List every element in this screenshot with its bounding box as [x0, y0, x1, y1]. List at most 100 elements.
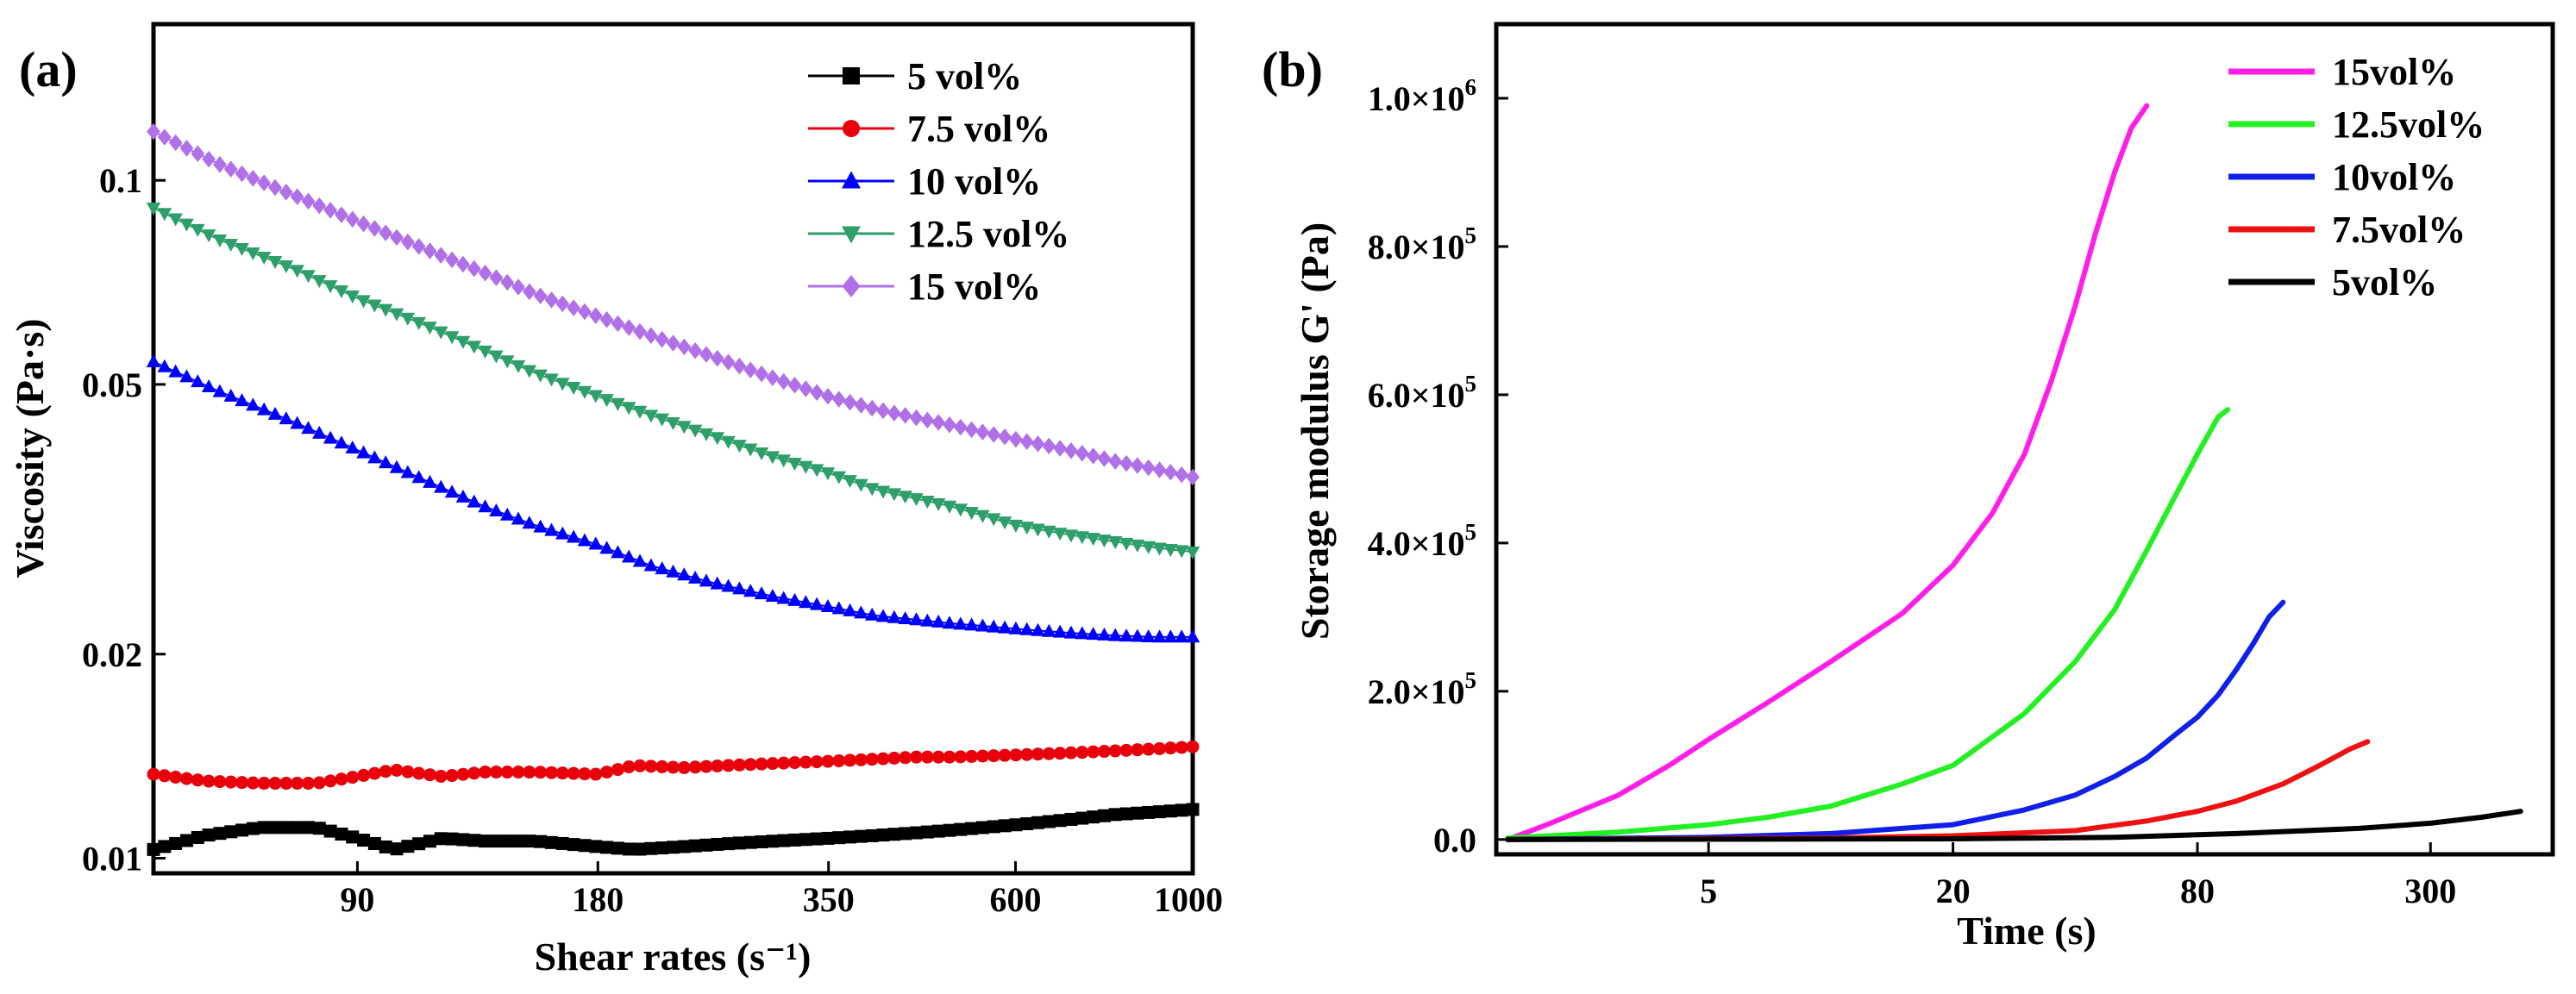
marker-15-vol: [400, 233, 415, 251]
marker-7-5-vol: [843, 753, 857, 767]
marker-10-vol: [544, 522, 559, 536]
marker-15-vol: [943, 416, 956, 434]
marker-15-vol: [622, 319, 636, 336]
marker-5-vol: [1031, 816, 1045, 829]
marker-7-5-vol: [876, 752, 890, 766]
marker-10-vol: [1019, 622, 1034, 635]
series-7-5-vol: [147, 740, 1200, 791]
marker-5-vol: [1087, 810, 1100, 824]
marker-12-5-vol: [1019, 522, 1034, 535]
panel-a-x-tick-label: 600: [990, 880, 1042, 919]
marker-12-5-vol: [555, 378, 570, 391]
marker-15-vol: [1053, 440, 1068, 457]
marker-10-vol: [212, 384, 228, 397]
marker-5-vol: [600, 841, 614, 854]
marker-5-vol: [511, 835, 525, 848]
legend-item-10vol: 10vol%: [2228, 156, 2456, 198]
marker-12-5-vol: [411, 316, 426, 330]
marker-15-vol: [699, 346, 713, 363]
marker-12-5-vol: [367, 299, 382, 313]
panel-a-legend: 5 vol% 7.5 vol% 10 vol% 12.5 vol% 15 vol%: [808, 55, 1069, 308]
marker-15-vol: [235, 165, 249, 183]
marker-7-5-vol: [357, 768, 371, 782]
marker-15-vol: [445, 251, 459, 269]
marker-5-vol: [169, 836, 183, 850]
marker-5-vol: [367, 837, 381, 851]
marker-7-5-vol: [910, 750, 924, 764]
marker-10-vol: [1097, 627, 1112, 641]
marker-15-vol: [157, 128, 172, 146]
marker-7-5-vol: [445, 769, 459, 783]
marker-5-vol: [920, 825, 934, 839]
marker-12-5-vol: [267, 256, 283, 270]
marker-5-vol: [943, 823, 956, 837]
marker-7-5-vol: [291, 777, 304, 791]
panel-a-x-axis-label: Shear rates (s⁻¹): [535, 935, 812, 978]
marker-12-5-vol: [246, 247, 260, 261]
marker-12-5-vol: [898, 491, 912, 504]
marker-15-vol: [633, 322, 647, 341]
marker-10-vol: [677, 567, 692, 581]
line-10vol: [1505, 599, 2286, 842]
marker-10-vol: [223, 388, 238, 402]
marker-7-5-vol: [235, 776, 249, 790]
marker-7-5-vol: [467, 766, 481, 780]
marker-12-5-vol: [1141, 541, 1156, 554]
panel-a-x-tick-label: 350: [803, 880, 855, 919]
marker-5-vol: [743, 835, 757, 849]
marker-10-vol: [843, 603, 857, 616]
marker-12-5-vol: [566, 381, 581, 395]
marker-15-vol: [1152, 461, 1167, 478]
marker-15-vol: [246, 170, 260, 187]
marker-12-5-vol: [942, 500, 957, 514]
marker-10-vol: [964, 617, 979, 631]
marker-15-vol: [290, 188, 304, 205]
legend-item-12-5-vol: 12.5 vol%: [808, 213, 1069, 255]
marker-10-vol: [179, 369, 194, 383]
marker-7-5-vol: [401, 765, 415, 778]
marker-12-5-vol: [953, 503, 968, 517]
marker-12-5-vol: [621, 402, 636, 416]
marker-5-vol: [456, 833, 470, 847]
marker-10-vol: [831, 601, 847, 615]
marker-10-vol: [334, 435, 349, 449]
marker-5-vol: [688, 839, 702, 853]
marker-15-vol: [279, 184, 293, 201]
marker-10-vol: [599, 541, 614, 554]
marker-5-vol: [711, 837, 724, 851]
marker-10-vol: [389, 459, 404, 473]
marker-10-vol: [799, 595, 813, 609]
marker-7-5-vol: [788, 756, 802, 770]
marker-7-5-vol: [887, 751, 901, 765]
marker-7-5-vol: [158, 769, 172, 783]
marker-12-5-vol: [611, 397, 625, 411]
marker-5-vol: [158, 840, 172, 853]
line-12-5vol: [1505, 407, 2231, 841]
marker-5-vol: [1163, 804, 1177, 818]
marker-7-5-vol: [1031, 747, 1045, 761]
marker-5-vol: [257, 821, 271, 835]
marker-10-vol: [1152, 629, 1167, 643]
marker-7-5-vol: [1020, 747, 1034, 761]
marker-10-vol: [378, 455, 393, 469]
marker-7-5-vol: [600, 766, 614, 779]
marker-5-vol: [1064, 812, 1078, 826]
marker-7-5-vol: [523, 766, 536, 779]
marker-7-5-vol: [534, 766, 548, 779]
panel-b-x-tick-label: 80: [2180, 872, 2215, 910]
legend-label: 5 vol%: [907, 55, 1022, 97]
marker-15-vol: [434, 247, 448, 264]
marker-12-5-vol: [787, 457, 802, 471]
panel-b: (b) 5 20 80 300 0.0 2.0×105 4.0×105 6.0×105 8.0…: [1262, 22, 2555, 953]
marker-15-vol: [367, 220, 382, 237]
marker-10-vol: [1108, 628, 1123, 641]
marker-7-5-vol: [722, 759, 736, 772]
series-15-vol: [147, 122, 1200, 486]
marker-5-vol: [335, 827, 348, 841]
marker-15-vol: [522, 283, 536, 301]
marker-7-5-vol: [224, 775, 238, 789]
marker-10-vol: [776, 591, 791, 604]
marker-5-vol: [479, 835, 492, 848]
marker-7-5-vol: [1087, 745, 1100, 759]
marker-5-vol: [379, 840, 392, 853]
